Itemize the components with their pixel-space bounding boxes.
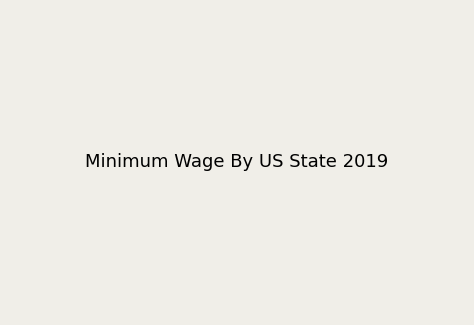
Text: Minimum Wage By US State 2019: Minimum Wage By US State 2019 xyxy=(85,153,389,172)
